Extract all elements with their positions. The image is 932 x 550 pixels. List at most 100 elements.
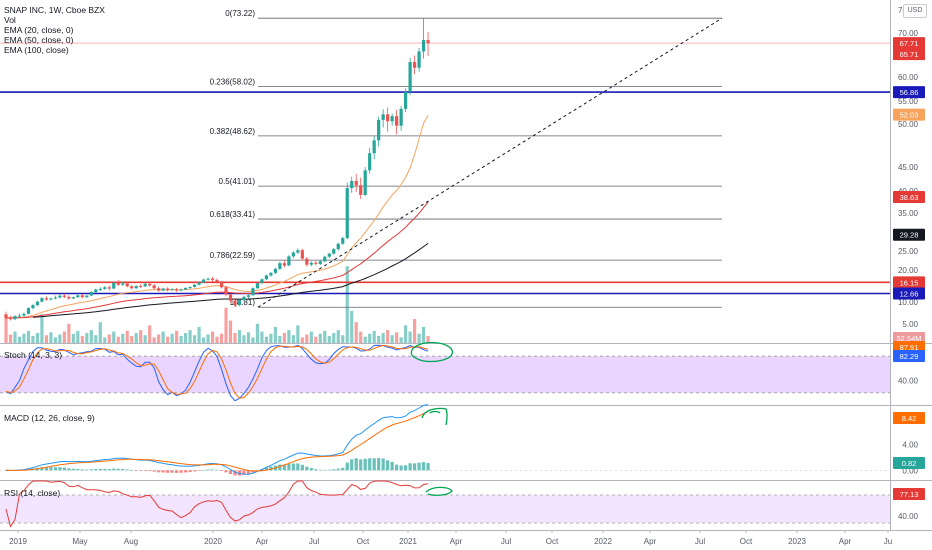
time-tick-label: Jul — [501, 537, 511, 546]
volume-bar — [4, 317, 8, 343]
volume-bar — [148, 325, 152, 343]
macd-hist-tag-bg — [893, 457, 925, 469]
candle-body — [354, 180, 358, 186]
candle-body — [246, 295, 251, 297]
candle-body — [332, 249, 336, 254]
open-price-tag: 65.71 — [900, 50, 919, 59]
currency-badge[interactable]: USD — [903, 4, 927, 18]
ema20-label[interactable]: EMA (20, close, 0) — [4, 25, 74, 35]
volume-bar — [300, 337, 304, 343]
blue-level-tag-bg — [893, 86, 925, 99]
fib-level-label: 1(8.81) — [230, 298, 256, 307]
volume-bar — [197, 327, 201, 343]
volume-bar — [58, 334, 62, 343]
ema50-tag: 38.63 — [900, 193, 919, 202]
volume-bar — [206, 334, 210, 343]
macd-histogram-bar — [386, 460, 390, 471]
stoch-pane-label[interactable]: Stoch (14, 3, 3) — [4, 350, 63, 360]
volume-bar — [417, 333, 421, 343]
candle-body — [143, 283, 147, 287]
macd-histogram-bar — [246, 470, 251, 475]
macd-histogram-bar — [318, 469, 322, 471]
stoch-band — [0, 356, 890, 393]
macd-histogram-bar — [377, 458, 381, 471]
rsi-annotation — [425, 486, 453, 496]
candle-body — [107, 287, 111, 289]
fib-level-label: 0.5(41.01) — [219, 177, 256, 186]
rsi-line — [5, 480, 429, 528]
ema100-tag: 29.28 — [900, 231, 919, 240]
horizontal-lines[interactable] — [0, 42, 890, 295]
candle-body — [152, 285, 156, 289]
volume-bar — [381, 333, 385, 343]
candle-body — [192, 284, 197, 287]
macd-histogram-bar — [341, 467, 345, 471]
rsi-tick-label: 40.00 — [898, 512, 919, 521]
macd-histogram-bar — [287, 463, 291, 471]
candle-body — [233, 300, 237, 306]
volume-bar — [26, 330, 31, 343]
candle-body — [300, 250, 304, 259]
volume-bar — [309, 331, 313, 343]
candle-body — [139, 286, 143, 287]
candle-body — [35, 301, 40, 306]
rsi-pane-label[interactable]: RSI (14, close) — [4, 488, 61, 498]
macd-histogram-bar — [49, 467, 53, 471]
macd-histogram-bar — [206, 469, 210, 471]
symbol-title[interactable]: SNAP INC, 1W, Cboe BZX — [4, 5, 105, 15]
price-tick-label: 55.00 — [898, 97, 919, 106]
volume-bar — [94, 335, 98, 343]
volume-bar — [359, 331, 363, 343]
macd-histogram-bar — [426, 463, 430, 471]
volume-bar — [251, 337, 255, 343]
candle-body — [372, 140, 376, 154]
candle-body — [44, 298, 49, 300]
candle-body — [287, 256, 291, 266]
annotations[interactable] — [410, 341, 453, 496]
macd-histogram-bar — [116, 468, 120, 471]
candle-body — [184, 287, 188, 290]
volume-bar — [390, 335, 394, 343]
fibonacci-retracement[interactable]: 0(73.22) 0.236(58.02) 0.382(48.62) 0.5(41.0… — [210, 9, 722, 308]
candle-body — [71, 297, 75, 299]
macd-histogram-bar — [354, 458, 358, 471]
macd-histogram-bar — [336, 468, 340, 471]
macd-histogram-bar — [278, 464, 282, 471]
macd-pane-label[interactable]: MACD (12, 26, close, 9) — [4, 413, 95, 423]
candle-body — [255, 283, 260, 289]
macd-histogram-bar — [296, 463, 300, 471]
volume-bar — [139, 330, 143, 343]
candle-body — [219, 282, 224, 288]
macd-histogram-bar — [210, 469, 215, 471]
volume-label[interactable]: Vol — [4, 15, 16, 25]
macd-histogram-bar — [300, 464, 304, 471]
macd-histogram-bar — [404, 465, 408, 471]
time-tick-label: Oct — [546, 537, 559, 546]
open-price-tag-bg — [893, 48, 925, 61]
macd-histogram-bar — [345, 462, 349, 471]
time-tick-label: Apr — [839, 537, 852, 546]
price-tick-label: 10.00 — [898, 298, 919, 307]
ema100-label[interactable]: EMA (100, close) — [4, 45, 69, 55]
candle-body — [417, 51, 421, 68]
volume-bar — [192, 335, 197, 343]
candle-body — [112, 282, 116, 289]
macd-histogram-bar — [399, 465, 403, 471]
volume-bar — [31, 335, 35, 343]
volume-bar — [188, 330, 192, 343]
candle-body — [206, 278, 210, 280]
candle-body — [381, 114, 385, 120]
volume-bar — [107, 334, 111, 343]
macd-signal-line — [5, 411, 429, 472]
candle-body — [94, 289, 98, 293]
macd-histogram-bar — [363, 458, 367, 471]
candle-body — [40, 298, 44, 302]
candle-body — [404, 91, 408, 109]
ema50-label[interactable]: EMA (50, close, 0) — [4, 35, 74, 45]
macd-histogram-bar — [327, 469, 331, 471]
time-axis[interactable]: 2019 May Aug 2020 Apr Jul Oct 2021 Apr Jul Oct 2022… — [9, 530, 892, 546]
volume-bar — [323, 330, 327, 343]
volume-bar — [134, 333, 138, 343]
trendline[interactable] — [257, 17, 723, 308]
